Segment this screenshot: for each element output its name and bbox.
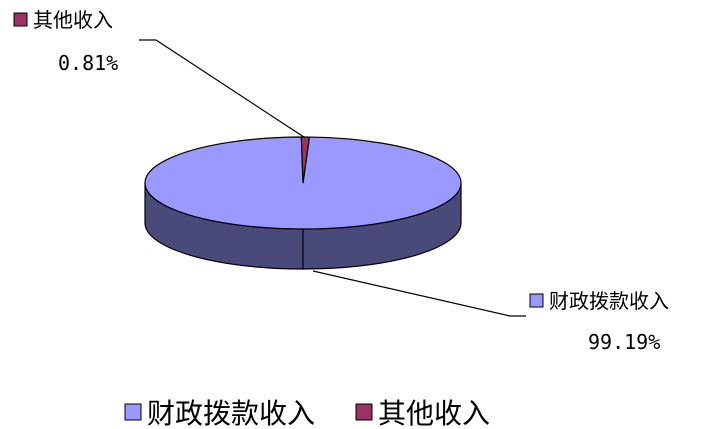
data-label-other-income-name: 其他收入 [33, 8, 113, 32]
legend-swatch-fiscal-appropriation [125, 404, 141, 420]
data-label-fiscal-appropriation-value: 99.19% [588, 330, 660, 354]
data-label-fiscal-appropriation: 财政拨款收入 99.19% [530, 289, 669, 354]
leader-line-fiscal-appropriation [313, 271, 526, 316]
data-label-fiscal-appropriation-swatch [530, 294, 543, 307]
data-label-fiscal-appropriation-name: 财政拨款收入 [549, 289, 669, 313]
legend-label-other-income: 其他收入 [378, 397, 490, 429]
data-label-other-income-value: 0.81% [58, 51, 118, 75]
legend-swatch-other-income [356, 404, 372, 420]
pie-body [145, 137, 461, 269]
legend: 财政拨款收入 其他收入 [125, 397, 490, 429]
legend-label-fiscal-appropriation: 财政拨款收入 [147, 397, 315, 429]
data-label-other-income: 其他收入 0.81% [14, 8, 118, 75]
data-label-other-income-swatch [14, 13, 27, 26]
leader-line-other-income [139, 40, 305, 138]
